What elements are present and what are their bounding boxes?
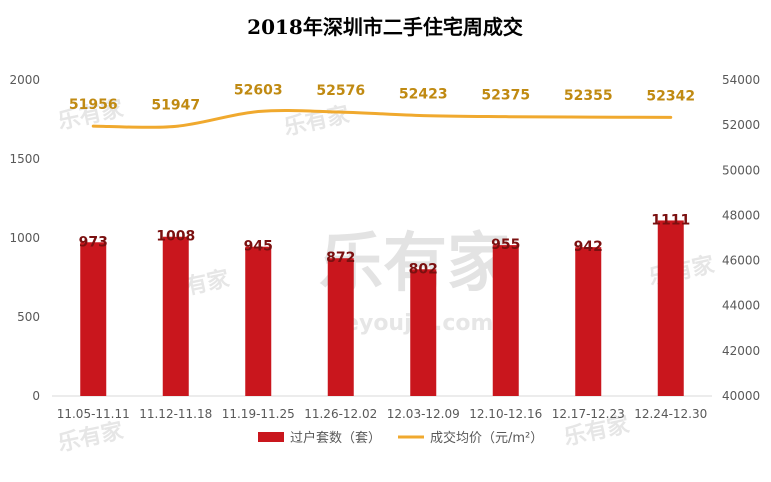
bar-value-label: 872: [326, 250, 355, 266]
line-value-label: 52355: [564, 88, 613, 104]
left-tick-label: 2000: [9, 73, 40, 87]
x-tick-label: 11.19-11.25: [222, 407, 295, 421]
line-value-label: 51947: [151, 97, 200, 113]
bar: [575, 247, 602, 396]
bar: [80, 242, 107, 396]
right-tick-label: 44000: [722, 299, 760, 313]
x-tick-label: 11.12-11.18: [139, 407, 212, 421]
left-tick-label: 500: [17, 310, 40, 324]
bar-value-label: 1008: [156, 229, 195, 245]
right-axis: 40000 42000 44000 46000 48000 50000 52000 54000: [722, 73, 760, 403]
bar: [162, 236, 189, 396]
bar: [492, 245, 519, 396]
x-tick-label: 12.17-12.23: [552, 407, 625, 421]
line-value-label: 52342: [646, 88, 695, 104]
bar-value-label: 802: [409, 261, 438, 277]
bar: [410, 269, 437, 396]
bar-value-label: 973: [79, 234, 108, 250]
bar-value-label: 942: [574, 239, 603, 255]
left-tick-label: 1500: [9, 152, 40, 166]
x-axis: 11.05-11.11 11.12-11.18 11.19-11.25 11.26-1…: [57, 407, 708, 421]
right-tick-label: 54000: [722, 73, 760, 87]
line-value-label: 52423: [399, 87, 448, 103]
bar-data-labels: 973 1008 945 872 802 955 942 1111: [79, 212, 691, 277]
line-data-labels: 51956 51947 52603 52576 52423 52375 52355 52342: [69, 83, 695, 114]
bar: [245, 246, 272, 396]
chart-title: 2018年深圳市二手住宅周成交: [247, 15, 523, 39]
legend-line-label: 成交均价（元/m²）: [430, 430, 543, 446]
x-tick-label: 12.03-12.09: [387, 407, 460, 421]
bar: [327, 258, 354, 396]
left-tick-label: 1000: [9, 231, 40, 245]
right-tick-label: 50000: [722, 163, 760, 177]
right-tick-label: 40000: [722, 389, 760, 403]
legend-bar-swatch: [258, 432, 284, 442]
bar-series: [80, 220, 684, 396]
x-tick-label: 11.05-11.11: [57, 407, 130, 421]
legend: 过户套数（套） 成交均价（元/m²）: [258, 430, 543, 446]
x-tick-label: 12.24-12.30: [634, 407, 707, 421]
bar: [657, 220, 684, 396]
x-tick-label: 11.26-12.02: [304, 407, 377, 421]
line-value-label: 51956: [69, 97, 118, 113]
line-value-label: 52375: [481, 88, 530, 104]
left-tick-label: 0: [32, 389, 40, 403]
bar-value-label: 1111: [651, 212, 690, 228]
watermark-small-text: 乐有家: [282, 101, 353, 140]
bar-value-label: 945: [244, 239, 273, 255]
right-tick-label: 48000: [722, 208, 760, 222]
legend-bar-label: 过户套数（套）: [290, 430, 381, 446]
line-value-label: 52603: [234, 83, 283, 99]
bar-value-label: 955: [491, 237, 520, 253]
left-axis: 0 500 1000 1500 2000: [9, 73, 40, 403]
watermark-small-text: 乐有家: [56, 417, 127, 456]
line-series: [91, 108, 673, 129]
right-tick-label: 52000: [722, 118, 760, 132]
watermark-layer: 乐有家leyoujia.com乐有家乐有家乐有家乐有家乐有家乐有家: [56, 95, 718, 456]
x-tick-label: 12.10-12.16: [469, 407, 542, 421]
right-tick-label: 42000: [722, 344, 760, 358]
right-tick-label: 46000: [722, 254, 760, 268]
line-value-label: 52576: [316, 83, 365, 99]
